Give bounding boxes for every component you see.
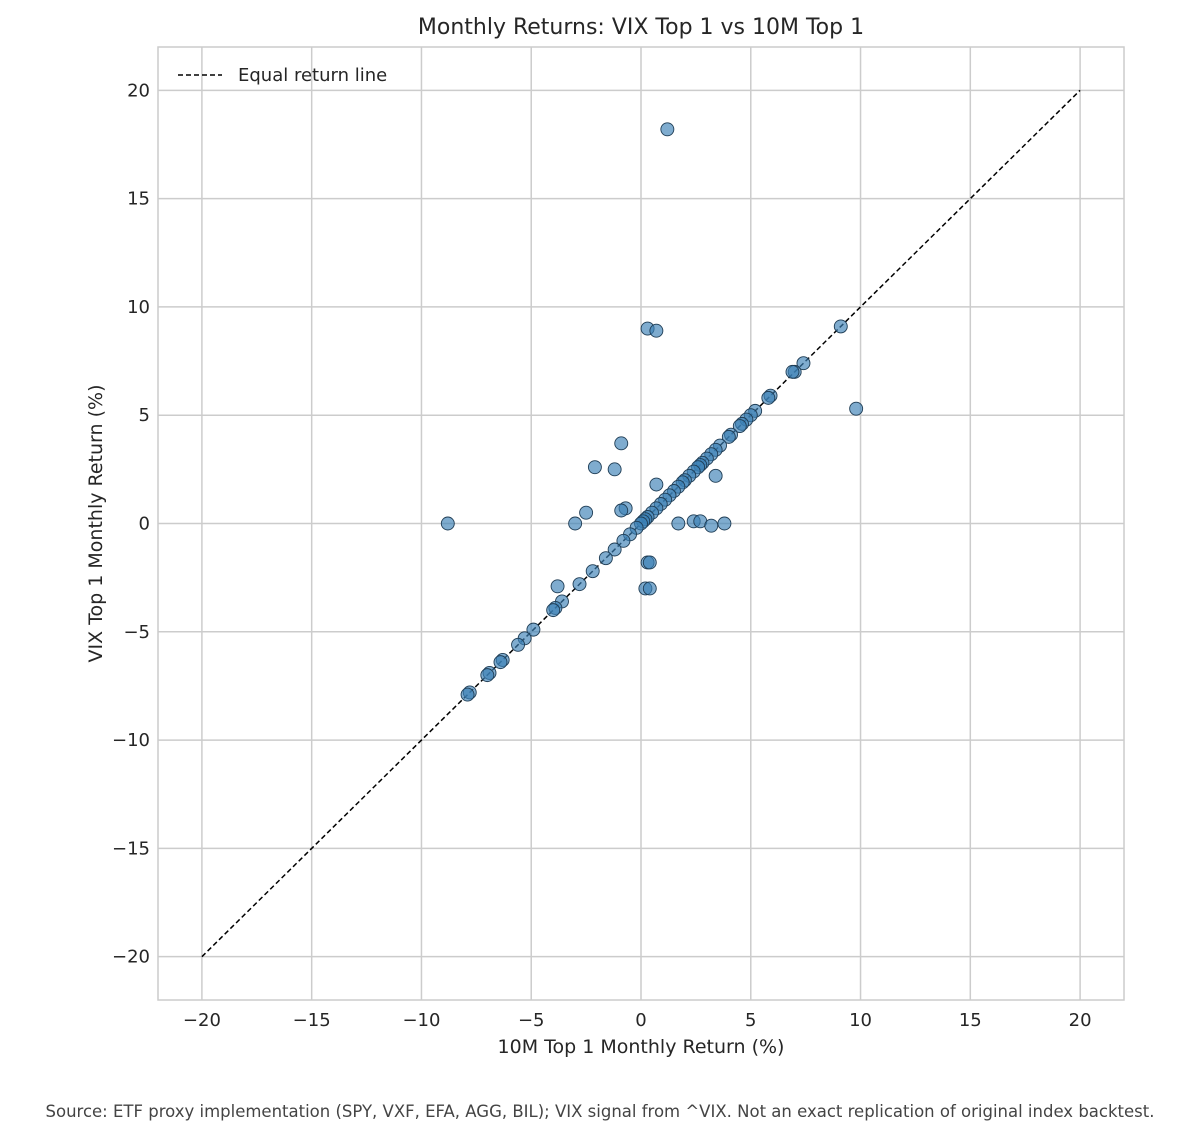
data-point [511,637,526,652]
x-axis-label: 10M Top 1 Monthly Return (%) [498,1036,785,1058]
data-point [642,555,657,570]
data-point [614,436,629,451]
data-point [649,477,664,492]
data-point [579,505,594,520]
legend: Equal return line [178,65,387,86]
data-point [721,429,736,444]
x-tick-label: 20 [1069,1010,1092,1031]
x-tick-labels: −20 −15 −10 −5 0 5 10 15 20 [183,1010,1092,1031]
y-tick-labels: −20 −15 −10 −5 0 5 10 15 20 [112,80,150,967]
data-point [607,542,622,557]
grid-lines [158,47,1124,1000]
y-tick-label: 10 [127,297,150,318]
data-point [785,364,800,379]
source-note: Source: ETF proxy implementation (SPY, V… [45,1102,1155,1121]
data-points [440,122,864,702]
x-tick-label: 15 [959,1010,982,1031]
data-point [440,516,455,531]
data-point [761,390,776,405]
y-tick-label: −20 [112,947,150,968]
data-point [526,622,541,637]
data-point [568,516,583,531]
data-point [480,668,495,683]
data-point [546,603,561,618]
data-point [796,356,811,371]
x-tick-label: −10 [402,1010,440,1031]
y-tick-label: 0 [139,514,150,535]
scatter-chart: Monthly Returns: VIX Top 1 vs 10M Top 1 … [85,15,1125,1058]
data-point [598,551,613,566]
x-tick-label: 5 [745,1010,756,1031]
data-point [642,581,657,596]
data-point [704,518,719,533]
x-tick-label: −15 [293,1010,331,1031]
data-point [550,579,565,594]
legend-label: Equal return line [238,65,387,86]
y-tick-label: −10 [112,730,150,751]
data-point [671,516,686,531]
data-point [493,655,508,670]
y-tick-label: 15 [127,189,150,210]
y-axis-label: VIX Top 1 Monthly Return (%) [85,385,107,663]
x-tick-label: −5 [518,1010,545,1031]
chart-title: Monthly Returns: VIX Top 1 vs 10M Top 1 [418,15,864,40]
y-tick-label: 20 [127,80,150,101]
y-tick-label: 5 [139,405,150,426]
data-point [460,687,475,702]
x-tick-label: −20 [183,1010,221,1031]
data-point [717,516,732,531]
x-tick-label: 10 [849,1010,872,1031]
data-point [616,533,631,548]
data-point [708,468,723,483]
data-point [587,460,602,475]
data-point [660,122,675,137]
y-tick-label: −5 [123,622,150,643]
data-point [732,419,747,433]
data-point [849,401,864,416]
data-point [614,503,629,518]
data-point [607,462,622,477]
data-point [833,319,848,334]
y-tick-label: −15 [112,838,150,859]
data-point [649,323,664,338]
x-tick-label: 0 [635,1010,646,1031]
data-point [585,564,600,579]
data-point [572,577,587,592]
